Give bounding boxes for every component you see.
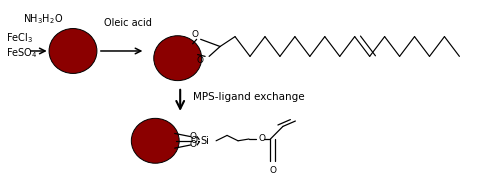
Text: O: O — [190, 132, 196, 141]
Text: O: O — [191, 30, 198, 39]
Ellipse shape — [132, 118, 179, 163]
Text: O: O — [259, 134, 266, 144]
Text: MPS-ligand exchange: MPS-ligand exchange — [192, 92, 304, 102]
Text: FeCl$_3$
FeSO$_4$: FeCl$_3$ FeSO$_4$ — [6, 31, 37, 60]
Text: O: O — [190, 136, 197, 145]
Text: O: O — [196, 56, 203, 65]
Ellipse shape — [154, 36, 202, 81]
Text: O: O — [190, 140, 196, 150]
Text: Oleic acid: Oleic acid — [104, 18, 152, 28]
Text: Si: Si — [200, 136, 209, 146]
Text: NH$_3$H$_2$O: NH$_3$H$_2$O — [23, 13, 63, 26]
Text: O: O — [270, 166, 276, 175]
Ellipse shape — [49, 29, 97, 73]
